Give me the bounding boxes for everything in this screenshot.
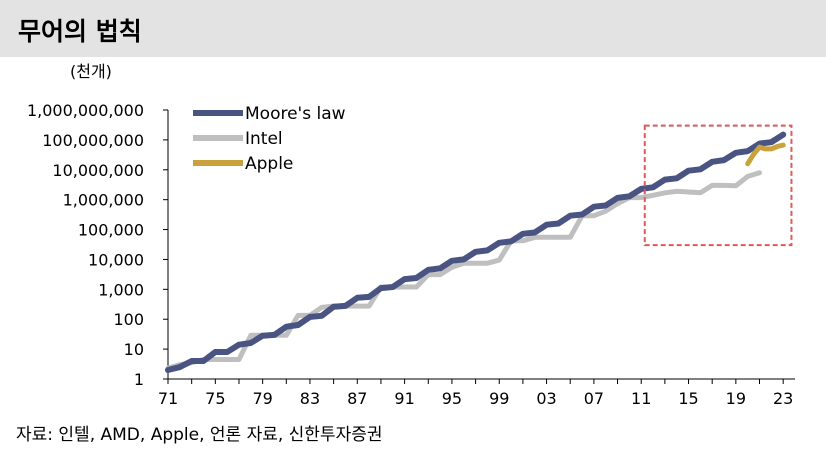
series-layer	[165, 131, 787, 373]
y-tick-label: 10,000,000	[52, 161, 144, 180]
x-tick-label: 91	[394, 389, 414, 408]
x-axis: 71 75 79 83 87 91 95 99 03 07 11 15 19 23	[158, 378, 795, 408]
y-tick-label: 1,000,000	[63, 191, 144, 210]
y-tick-label: 100,000	[78, 221, 144, 240]
x-tick-label: 03	[536, 389, 556, 408]
y-tick-label: 10	[124, 340, 144, 359]
x-tick-label: 15	[678, 389, 698, 408]
source-note: 자료: 인텔, AMD, Apple, 언론 자료, 신한투자증권	[16, 425, 383, 445]
x-tick-label: 19	[726, 389, 746, 408]
x-tick-label: 75	[205, 389, 225, 408]
page-title: 무어의 법칙	[18, 17, 142, 46]
y-tick-label: 1,000	[98, 280, 144, 299]
unit-label: (천개)	[70, 62, 112, 81]
x-tick-label: 79	[252, 389, 272, 408]
highlight-box	[643, 124, 793, 247]
y-tick-label: 1,000,000,000	[27, 101, 144, 120]
x-tick-label: 11	[631, 389, 651, 408]
x-tick-label: 23	[773, 389, 793, 408]
x-tick-label: 95	[442, 389, 462, 408]
x-tick-label: 71	[158, 389, 178, 408]
title-bar: 무어의 법칙	[0, 0, 826, 57]
legend-label: Intel	[245, 129, 283, 149]
series-line-apple	[745, 142, 786, 167]
y-tick-label: 100	[113, 310, 144, 329]
legend: Moore's law Intel Apple	[193, 104, 346, 174]
line-chart: (천개) 1 10 100 1,000 10,000 100,000 1,000,000 10…	[27, 62, 795, 408]
legend-label: Moore's law	[245, 104, 346, 124]
x-tick-label: 99	[489, 389, 509, 408]
x-tick-label: 87	[347, 389, 367, 408]
y-axis: 1 10 100 1,000 10,000 100,000 1,000,000 10,000,…	[27, 101, 169, 389]
legend-label: Apple	[245, 154, 293, 174]
series-line-moore-s-law	[165, 131, 787, 373]
y-tick-label: 100,000,000	[42, 131, 144, 150]
y-tick-label: 10,000	[88, 250, 144, 269]
x-tick-label: 07	[584, 389, 604, 408]
highlight-layer	[643, 124, 793, 247]
x-tick-label: 83	[300, 389, 320, 408]
y-tick-label: 1	[134, 370, 144, 389]
